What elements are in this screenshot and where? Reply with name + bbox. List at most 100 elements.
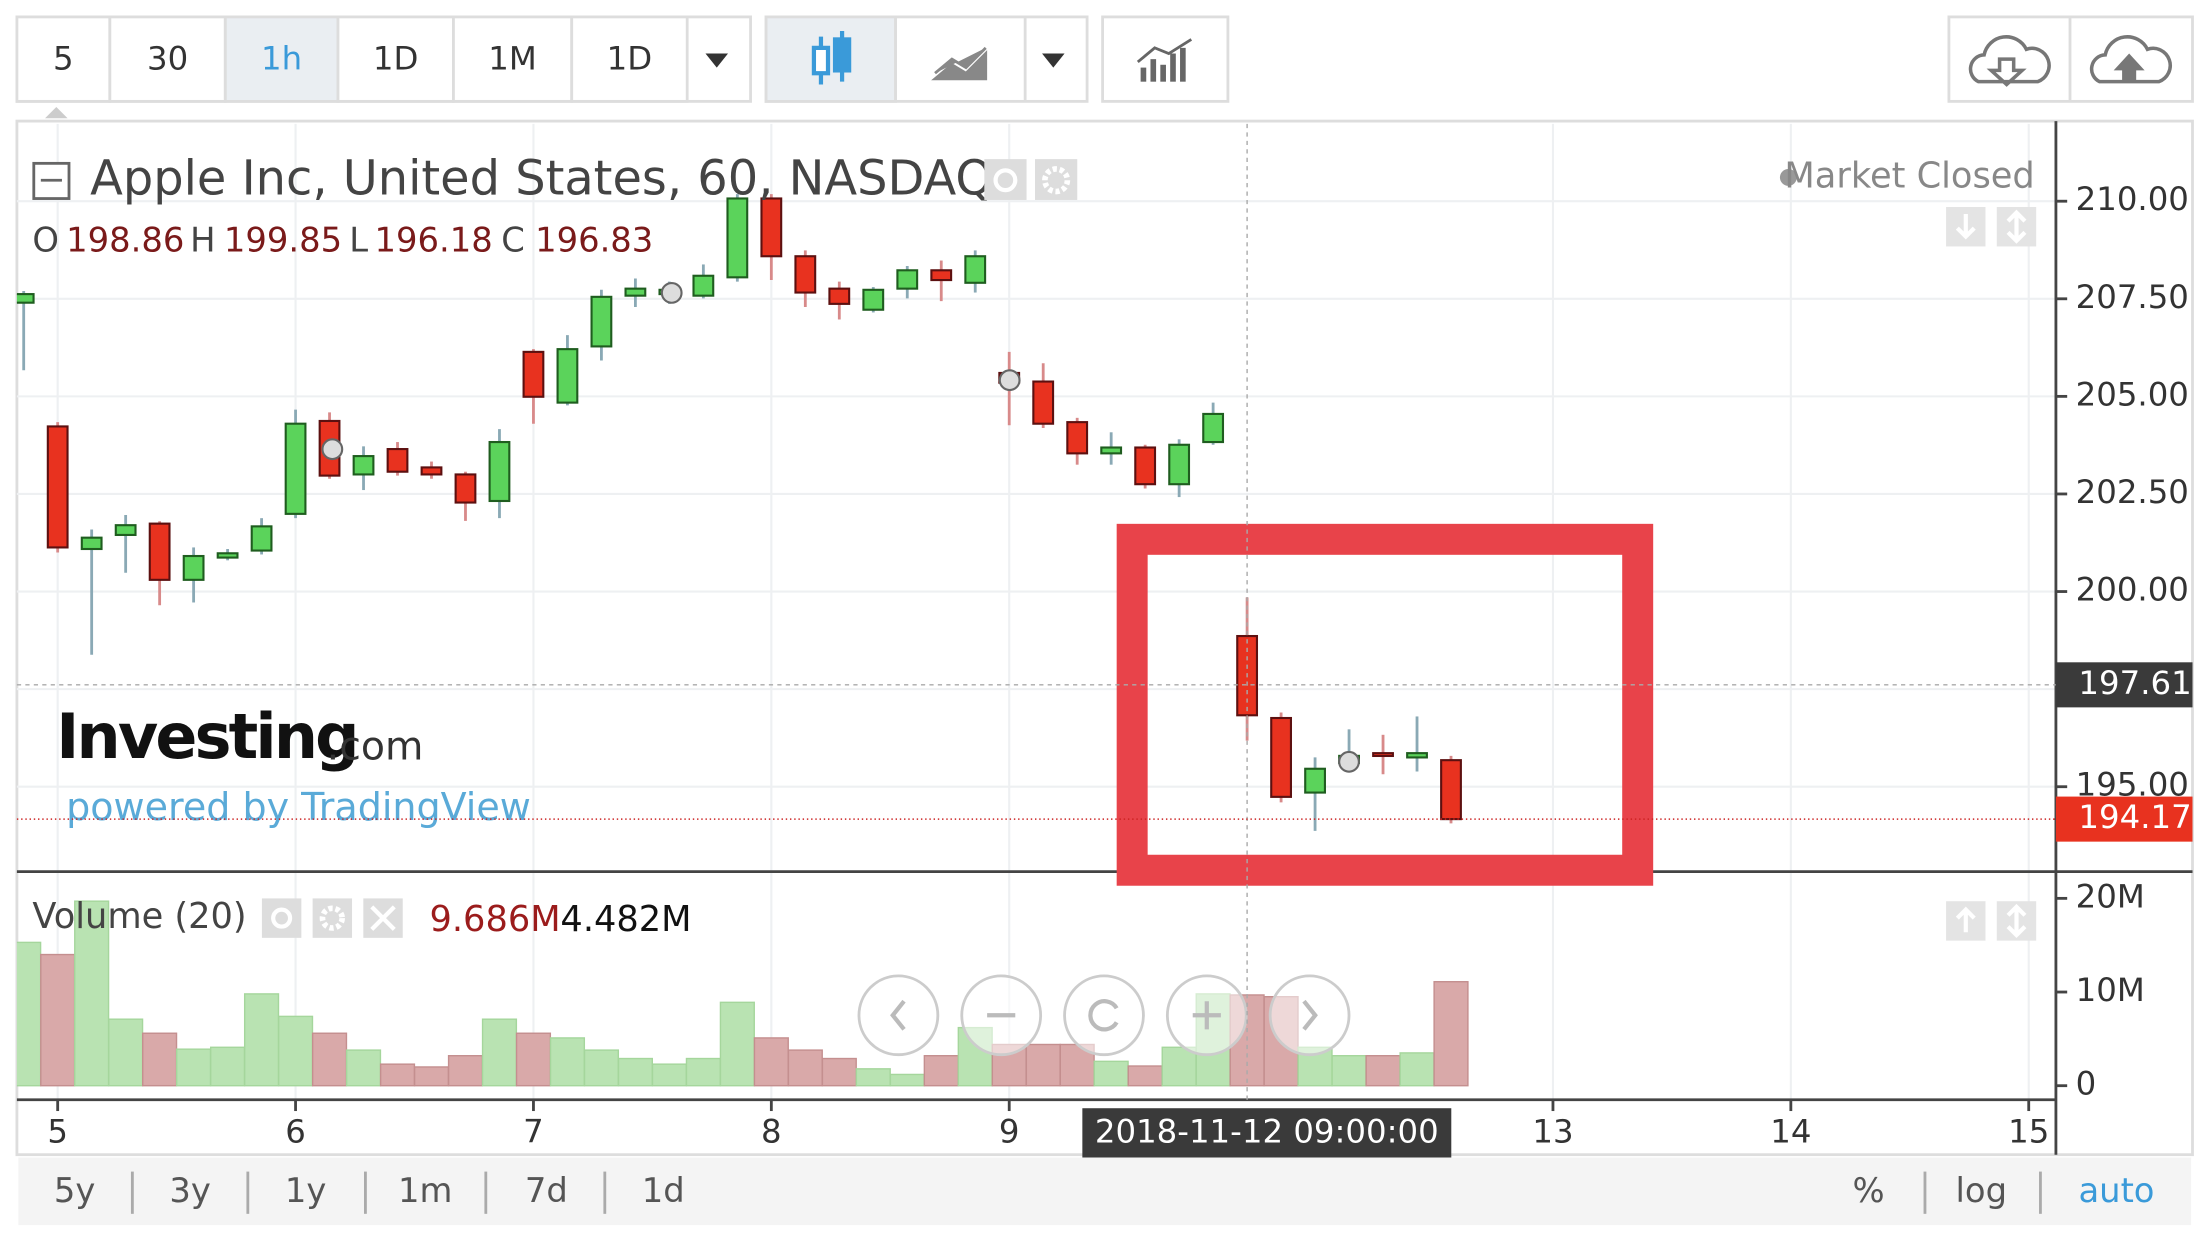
settings-button[interactable] xyxy=(312,898,353,938)
volume-bar xyxy=(549,1037,586,1087)
indicators-button[interactable] xyxy=(1101,15,1230,103)
range-button[interactable]: 1d xyxy=(642,1171,685,1210)
nav-right[interactable] xyxy=(1268,974,1351,1057)
interval-label: 1D xyxy=(373,40,419,78)
volume-bar xyxy=(40,953,76,1087)
interval-label: 30 xyxy=(147,40,188,78)
candle-body xyxy=(1372,752,1394,758)
candle-body xyxy=(182,554,205,581)
volume-bar xyxy=(787,1049,823,1087)
candle-body xyxy=(1032,380,1055,425)
volume-bar xyxy=(413,1066,450,1087)
readout-value: 199.85 xyxy=(224,221,342,260)
interval-button[interactable] xyxy=(108,15,227,103)
volume-bar xyxy=(889,1073,925,1087)
cloud-upload[interactable] xyxy=(2089,35,2172,84)
eye-button[interactable] xyxy=(984,159,1027,200)
dropdown-arrow[interactable] xyxy=(1042,53,1065,68)
interval-button[interactable] xyxy=(570,15,689,103)
volume-bar xyxy=(1093,1060,1129,1087)
candle-body xyxy=(794,255,817,294)
dropdown-arrow[interactable] xyxy=(705,53,729,68)
volume-bar xyxy=(74,900,110,1087)
reset[interactable] xyxy=(1063,974,1145,1057)
interval-button[interactable] xyxy=(223,15,340,103)
x-tick-label: 6 xyxy=(285,1113,306,1151)
candle-body xyxy=(1168,443,1191,486)
collapse-tab[interactable] xyxy=(45,107,68,119)
readout-key: C xyxy=(501,221,525,260)
candle-body xyxy=(1406,752,1428,759)
range-bar: 5y 3y 1y 1m 7d 1d% log auto xyxy=(54,1171,2154,1214)
interval-label: 1D xyxy=(607,40,653,78)
crosshair-price: 197.61 xyxy=(2078,664,2191,702)
y-tick-label: 202.50 xyxy=(2076,473,2189,511)
readout-value: 196.83 xyxy=(535,221,653,260)
candle-body xyxy=(896,269,919,290)
eye-button[interactable] xyxy=(261,898,302,938)
y-tick-label: 207.50 xyxy=(2076,278,2189,316)
nav-left[interactable] xyxy=(857,974,940,1057)
last-price: 194.17 xyxy=(2078,798,2191,836)
watermark-credit: powered by TradingView xyxy=(66,785,531,829)
range-button[interactable]: 7d xyxy=(525,1171,568,1210)
volume-bar xyxy=(142,1032,178,1087)
volume-bar xyxy=(1365,1055,1401,1087)
candle-body xyxy=(828,287,851,305)
candle-icon xyxy=(811,30,852,85)
volume-bar xyxy=(311,1032,348,1087)
volume-bar xyxy=(651,1063,687,1087)
candle-body xyxy=(420,466,443,476)
candle-body xyxy=(1066,421,1089,455)
candle-body xyxy=(692,274,715,297)
range-button[interactable]: 1y xyxy=(285,1171,326,1210)
volume-bar xyxy=(108,1018,144,1087)
ohlc-readout: O 198.86 H 199.85 L 196.18 C 196.83 xyxy=(32,221,653,260)
interval-button[interactable] xyxy=(452,15,574,103)
volume-bar xyxy=(685,1057,721,1087)
y-tick-label: 20M xyxy=(2076,877,2145,915)
readout-value: 198.86 xyxy=(66,221,184,260)
volume-bar xyxy=(719,1001,755,1087)
x-tick-label: 8 xyxy=(761,1113,782,1151)
volume-bar xyxy=(481,1018,518,1087)
volume-bar xyxy=(1127,1065,1163,1087)
candle-body xyxy=(148,522,171,581)
volume-bar xyxy=(243,993,280,1087)
scale-button[interactable]: % xyxy=(1853,1171,1885,1210)
volume-bar xyxy=(176,1048,212,1087)
volume-readout: 9.686M xyxy=(429,899,560,940)
x-tick-label: 7 xyxy=(523,1113,544,1151)
volume-bar xyxy=(753,1037,789,1087)
volume-pane xyxy=(16,900,1469,1087)
scale-button[interactable]: auto xyxy=(2078,1171,2154,1210)
candle-body xyxy=(46,425,69,549)
volume-bar xyxy=(923,1055,959,1087)
crosshair-price-box xyxy=(2055,662,2193,708)
candle-body xyxy=(250,525,273,552)
volume-bar xyxy=(1161,1046,1197,1087)
x-tick-label: 15 xyxy=(2008,1113,2049,1151)
range-button[interactable]: 5y xyxy=(54,1171,95,1210)
candle-body xyxy=(1304,767,1326,794)
volume-bar xyxy=(617,1057,654,1087)
candle-type-button[interactable] xyxy=(764,15,897,103)
range-button[interactable]: 1m xyxy=(398,1171,452,1210)
candle-body xyxy=(454,473,477,504)
volume-bar xyxy=(1399,1052,1435,1087)
cloud-download[interactable] xyxy=(1968,35,2051,87)
candle-body xyxy=(930,269,953,282)
y-tick-label: 0 xyxy=(2076,1065,2097,1103)
y-tick-label: 205.00 xyxy=(2076,375,2189,413)
scale-button[interactable]: log xyxy=(1956,1171,2008,1210)
range-button[interactable]: 3y xyxy=(169,1171,210,1210)
line-icon[interactable] xyxy=(931,46,988,81)
volume-bar xyxy=(821,1057,857,1087)
volume-bar xyxy=(277,1015,314,1087)
volume-bar xyxy=(1433,981,1469,1087)
bottom-bar xyxy=(18,1157,2192,1226)
candle-body xyxy=(1134,446,1157,486)
candle-body xyxy=(386,448,409,473)
